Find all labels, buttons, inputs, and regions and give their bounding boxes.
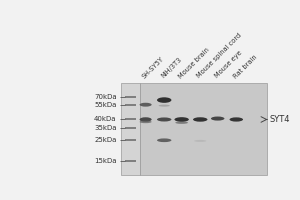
Text: NIH/3T3: NIH/3T3 xyxy=(160,57,183,79)
Text: 15kDa: 15kDa xyxy=(94,158,116,164)
Text: 55kDa: 55kDa xyxy=(94,102,116,108)
Ellipse shape xyxy=(211,117,224,121)
Ellipse shape xyxy=(157,97,171,103)
Ellipse shape xyxy=(159,105,170,107)
Text: SH-SY5Y: SH-SY5Y xyxy=(141,55,165,79)
Text: SYT4: SYT4 xyxy=(270,115,290,124)
FancyBboxPatch shape xyxy=(125,127,136,129)
Ellipse shape xyxy=(140,117,152,122)
Ellipse shape xyxy=(193,117,208,122)
FancyBboxPatch shape xyxy=(125,118,136,120)
Text: 25kDa: 25kDa xyxy=(94,137,116,143)
Ellipse shape xyxy=(157,117,171,122)
FancyBboxPatch shape xyxy=(125,96,136,98)
FancyBboxPatch shape xyxy=(125,160,136,162)
Text: Rat brain: Rat brain xyxy=(232,54,258,79)
Ellipse shape xyxy=(230,117,243,122)
Text: Mouse eye: Mouse eye xyxy=(213,50,243,79)
Ellipse shape xyxy=(140,103,152,107)
FancyBboxPatch shape xyxy=(125,104,136,106)
FancyBboxPatch shape xyxy=(140,83,266,175)
Text: 70kDa: 70kDa xyxy=(94,94,116,100)
FancyBboxPatch shape xyxy=(125,139,136,141)
Ellipse shape xyxy=(174,117,189,122)
Text: Mouse brain: Mouse brain xyxy=(177,46,211,79)
Ellipse shape xyxy=(140,121,152,123)
Text: 40kDa: 40kDa xyxy=(94,116,116,122)
Ellipse shape xyxy=(194,140,206,142)
FancyBboxPatch shape xyxy=(121,83,140,175)
Text: 35kDa: 35kDa xyxy=(94,125,116,131)
Text: Mouse spinal cord: Mouse spinal cord xyxy=(196,33,243,79)
Ellipse shape xyxy=(175,122,188,124)
Ellipse shape xyxy=(157,138,171,142)
